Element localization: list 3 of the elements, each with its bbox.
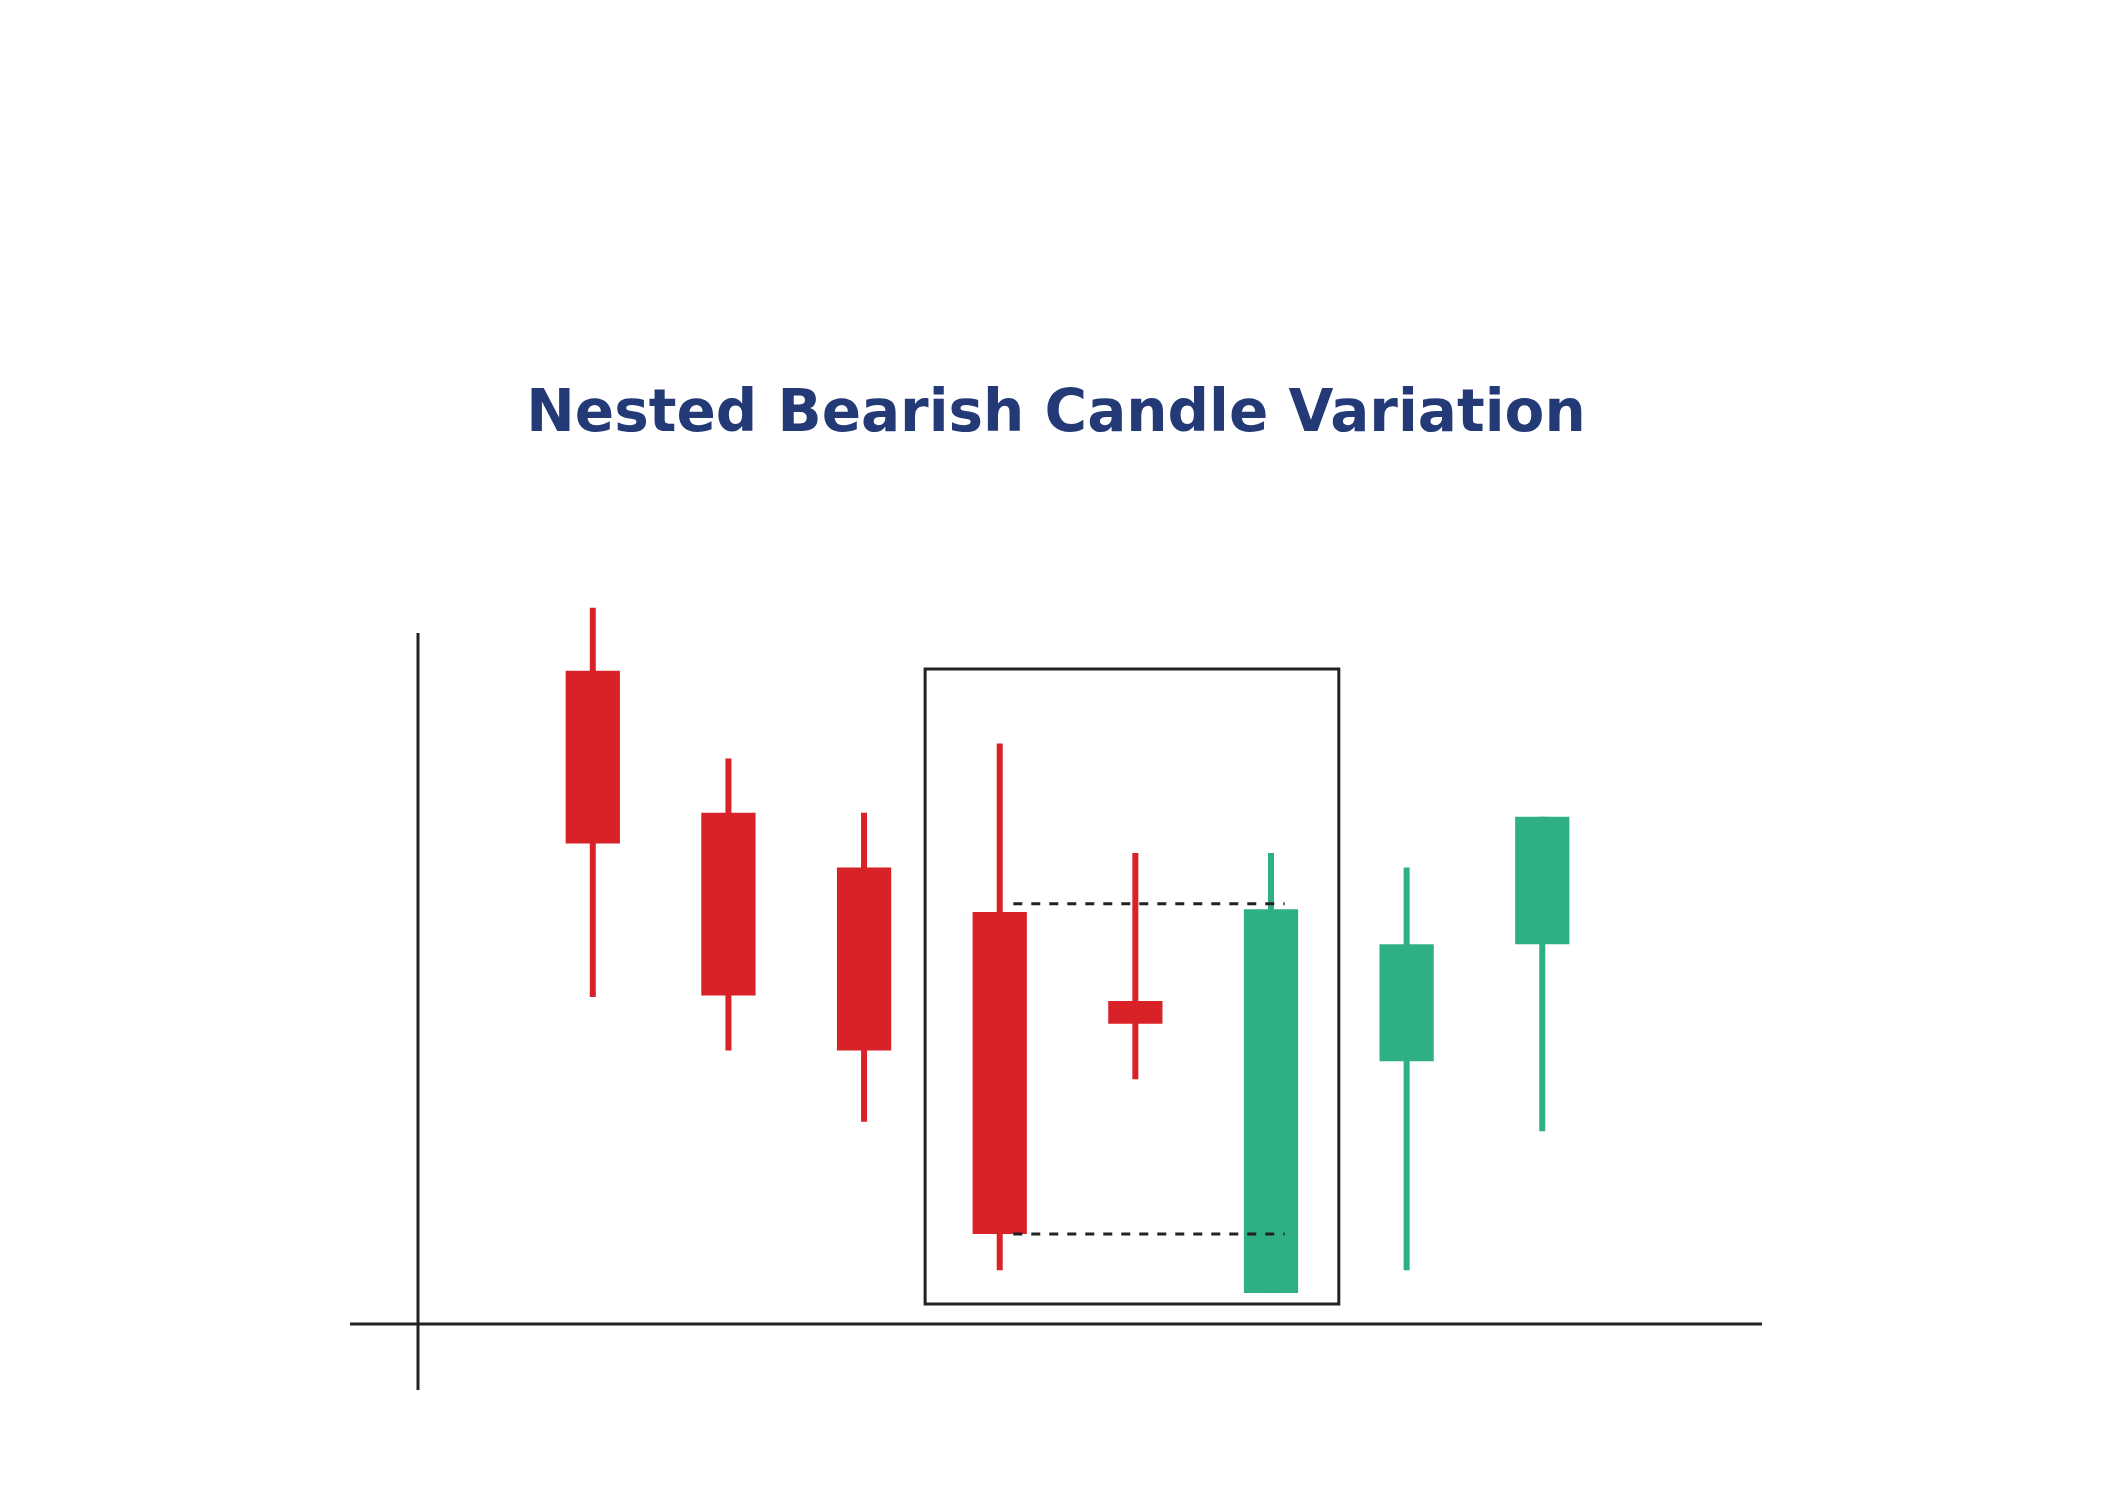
candlestick (1108, 853, 1163, 1080)
candlestick (701, 758, 756, 1051)
chart-title: Nested Bearish Candle Variation (526, 377, 1586, 446)
